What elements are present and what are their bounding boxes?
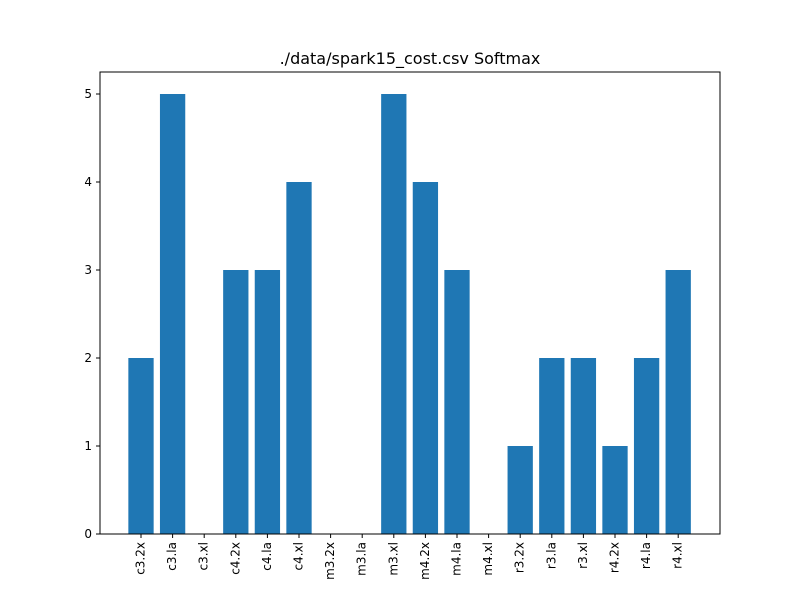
- x-tick-label: c3.la: [165, 542, 179, 571]
- x-tick-label: r4.la: [639, 542, 653, 569]
- x-tick-label: m3.2x: [323, 542, 337, 580]
- x-tick-label: c3.2x: [134, 542, 148, 575]
- y-axis: 0 1 2 3 4 5: [84, 87, 100, 541]
- bar-c4-2x: [223, 270, 249, 534]
- bar-c4-xl: [286, 182, 312, 534]
- y-tick-label: 4: [84, 175, 92, 189]
- x-tick-label: m4.2x: [418, 542, 432, 580]
- bars-group: [128, 94, 691, 534]
- x-tick-label: r3.la: [544, 542, 558, 569]
- x-tick-label: m3.la: [355, 542, 369, 576]
- bar-r3-la: [539, 358, 565, 534]
- x-tick-label: m4.xl: [481, 542, 495, 576]
- plot-frame: [99, 71, 721, 535]
- bar-r4-la: [633, 358, 660, 534]
- bar-c3-la: [159, 94, 186, 534]
- y-tick-label: 1: [84, 439, 92, 453]
- y-tick-label: 2: [84, 351, 92, 365]
- bar-r3-xl: [570, 358, 597, 534]
- bar-r3-2x: [507, 446, 533, 534]
- x-tick-label: c4.2x: [228, 542, 242, 575]
- y-tick-label: 3: [84, 263, 92, 277]
- y-tick-label: 5: [84, 87, 92, 101]
- bar-c3-2x: [128, 358, 154, 534]
- y-tick-label: 0: [84, 527, 92, 541]
- bar-m4-2x: [412, 182, 439, 534]
- x-axis: c3.2x c3.la c3.xl c4.2x c4.la c4.xl m3.2x m3.la…: [134, 534, 685, 580]
- bar-m3-xl: [381, 94, 407, 534]
- x-tick-label: c4.xl: [292, 542, 306, 570]
- bar-r4-2x: [602, 446, 628, 534]
- bar-c4-la: [254, 270, 281, 534]
- x-tick-label: r4.2x: [608, 542, 622, 573]
- x-tick-label: r4.xl: [671, 542, 685, 569]
- x-tick-label: r3.2x: [513, 542, 527, 573]
- bar-m4-la: [444, 270, 470, 534]
- x-tick-label: m3.xl: [386, 542, 400, 576]
- x-tick-label: c4.la: [260, 542, 274, 571]
- bar-r4-xl: [665, 270, 691, 534]
- x-tick-label: m4.la: [450, 542, 464, 576]
- chart-title: ./data/spark15_cost.csv Softmax: [280, 49, 541, 69]
- x-tick-label: r3.xl: [576, 542, 590, 569]
- x-tick-label: c3.xl: [197, 542, 211, 570]
